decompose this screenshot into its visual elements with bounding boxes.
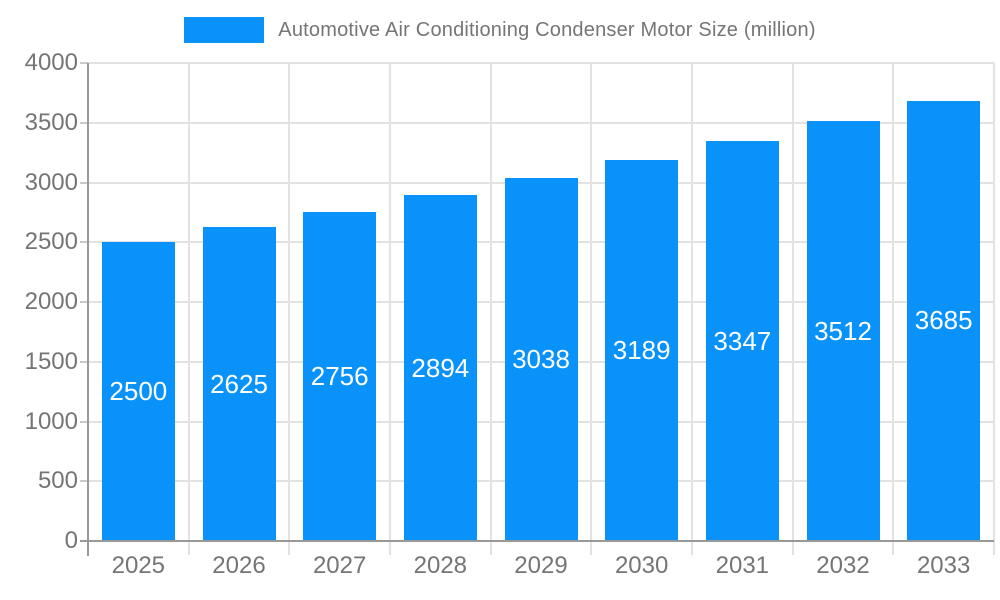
- v-gridline: [691, 63, 693, 555]
- bar-value-label: 3038: [512, 343, 570, 374]
- x-tick-label: 2030: [614, 552, 669, 579]
- v-gridline: [590, 63, 593, 555]
- y-tick: [80, 62, 88, 64]
- x-tick-label: 2032: [816, 552, 870, 579]
- bar-value-label: 3685: [914, 305, 973, 336]
- y-tick-label: 3000: [24, 168, 78, 196]
- bar: 3512: [806, 121, 880, 541]
- y-tick-label: 2500: [24, 228, 78, 256]
- bar: 2894: [403, 195, 477, 541]
- bar-value-label: 2756: [310, 360, 369, 391]
- bar-value-label: 3347: [713, 325, 772, 356]
- bar-value-label: 2894: [411, 352, 470, 383]
- v-gridline: [791, 63, 794, 555]
- y-tick-label: 1000: [24, 407, 78, 435]
- v-gridline: [288, 63, 291, 555]
- bar: 2625: [202, 227, 276, 541]
- v-gridline: [389, 63, 391, 555]
- y-tick-label: 3500: [24, 108, 78, 136]
- y-tick-label: 0: [64, 527, 78, 554]
- bar: 3347: [705, 141, 779, 541]
- y-tick-label: 4000: [24, 49, 78, 76]
- x-tick-label: 2033: [916, 552, 971, 579]
- x-tick-label: 2028: [413, 552, 468, 579]
- bar-value-label: 3189: [612, 334, 671, 365]
- chart-title: Automotive Air Conditioning Condenser Mo…: [278, 18, 816, 41]
- legend-swatch: [184, 17, 265, 43]
- y-tick: [80, 241, 88, 244]
- v-gridline: [489, 63, 492, 555]
- bar: 3189: [605, 159, 679, 541]
- y-tick: [80, 480, 88, 483]
- x-tick-label: 2029: [514, 552, 568, 579]
- y-tick: [80, 121, 88, 124]
- x-axis-line: [80, 540, 994, 542]
- y-tick-label: 2000: [24, 288, 78, 315]
- y-tick: [80, 301, 88, 303]
- bar: 2500: [101, 242, 175, 541]
- y-tick-label: 500: [37, 467, 78, 495]
- y-tick: [80, 420, 88, 423]
- bar-value-label: 2625: [210, 368, 268, 399]
- v-gridline: [892, 63, 895, 555]
- bar-value-label: 2500: [109, 376, 168, 407]
- y-tick: [80, 181, 88, 184]
- bar: 3685: [907, 100, 981, 541]
- v-gridline: [993, 63, 995, 555]
- x-tick-label: 2026: [212, 552, 266, 579]
- y-axis-line: [87, 63, 89, 556]
- x-tick-label: 2025: [111, 552, 166, 579]
- h-gridline: [88, 62, 994, 64]
- x-tick-label: 2027: [312, 552, 367, 579]
- chart-legend: Automotive Air Conditioning Condenser Mo…: [0, 16, 1000, 44]
- x-tick-label: 2031: [715, 552, 770, 579]
- y-tick-label: 1500: [24, 347, 78, 375]
- v-gridline: [187, 63, 190, 555]
- bar: 2756: [303, 211, 377, 541]
- y-tick: [80, 360, 88, 363]
- bar-value-label: 3512: [814, 315, 872, 346]
- h-gridline: [88, 121, 994, 124]
- bar: 3038: [504, 177, 578, 541]
